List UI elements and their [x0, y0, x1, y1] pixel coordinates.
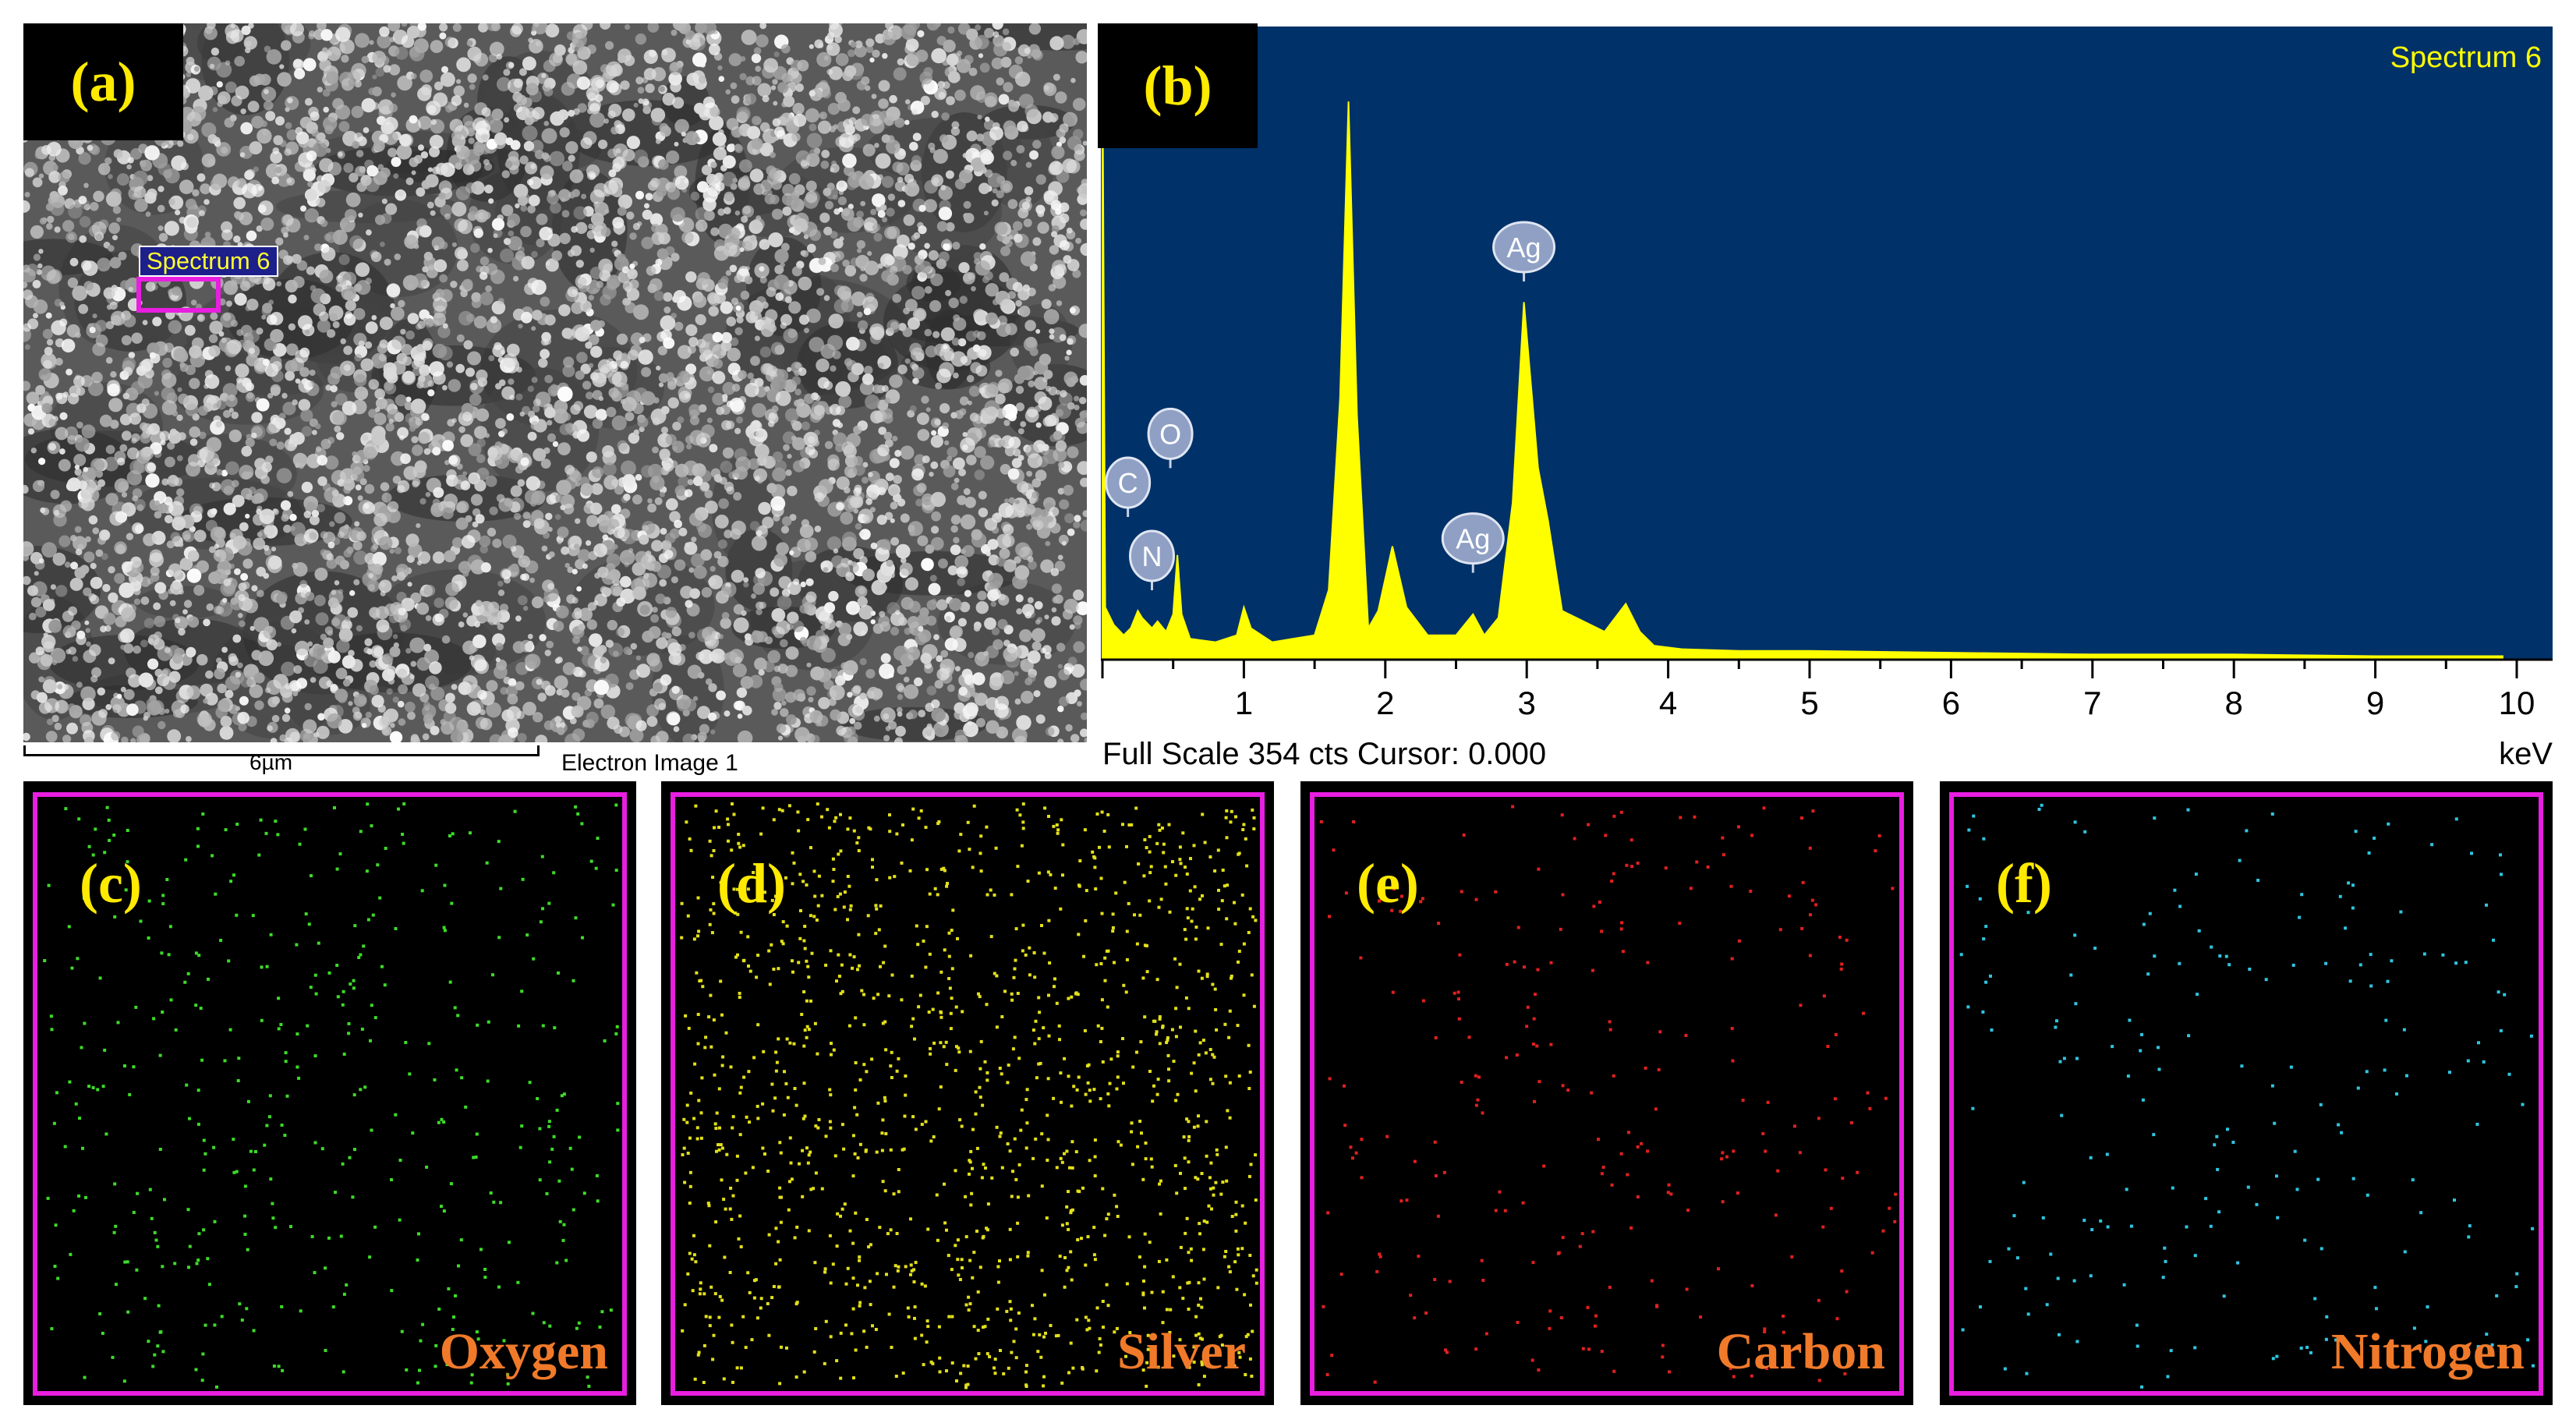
panel-label-f: (f): [1996, 852, 2052, 915]
peak-label-text: Ag: [1507, 232, 1541, 264]
element-label-oxygen: Oxygen: [439, 1323, 608, 1380]
panel-label-b: (b): [1098, 23, 1258, 148]
x-tick-label: 5: [1800, 685, 1818, 721]
silver-dot-map: [680, 802, 1258, 1389]
x-tick-label: 6: [1942, 685, 1960, 721]
element-label-carbon: Carbon: [1716, 1323, 1885, 1380]
carbon-map-panel: (e) Carbon: [1300, 781, 1913, 1405]
panel-label-d: (d): [717, 852, 786, 915]
chart-background: [1101, 27, 2553, 660]
oxygen-dot-map: [43, 802, 620, 1389]
eds-spectrum-panel: 1 2 3 4 5 6 7 8 9 10 C N O Ag Ag Spectrum 6 Full Scal…: [1098, 23, 2556, 776]
peak-label-text: O: [1159, 418, 1181, 450]
x-tick-label: 8: [2225, 685, 2243, 721]
peak-labels: C N O Ag Ag: [1105, 221, 1556, 590]
map-frame: [1949, 792, 2543, 1396]
spectrum-region-box: [136, 277, 221, 313]
carbon-dot-map: [1319, 805, 1898, 1384]
x-tick-label: 3: [1518, 685, 1536, 721]
sem-footer: 6µm Electron Image 1: [23, 742, 1087, 776]
map-frame: [33, 792, 627, 1396]
silver-map-panel: (d) Silver: [661, 781, 1274, 1405]
x-tick-label: 1: [1235, 685, 1253, 721]
panel-label-c: (c): [80, 852, 142, 915]
eds-spectrum-chart: 1 2 3 4 5 6 7 8 9 10 C N O Ag Ag Spectrum 6 Full Scal…: [1101, 27, 2553, 771]
panel-label-e: (e): [1357, 852, 1419, 915]
peak-label: O: [1147, 407, 1194, 469]
element-label-silver: Silver: [1117, 1323, 1246, 1380]
peak-label: Ag: [1492, 221, 1556, 281]
peak-label: Ag: [1441, 512, 1505, 573]
nitrogen-map-panel: (f) Nitrogen: [1940, 781, 2553, 1405]
spectrum-series: [1102, 41, 2503, 660]
x-tick-label: 7: [2083, 685, 2101, 721]
sem-image-panel: (a) Spectrum 6: [23, 23, 1087, 742]
scale-bar: [23, 745, 540, 756]
x-axis-ticks: 1 2 3 4 5 6 7 8 9 10: [1101, 660, 2535, 721]
peak-label: C: [1105, 456, 1152, 518]
sem-micrograph: [23, 23, 1087, 742]
x-tick-label: 9: [2366, 685, 2384, 721]
peak-label-text: C: [1118, 467, 1138, 499]
panel-label-a: (a): [23, 23, 183, 140]
spectrum-name: Spectrum 6: [2390, 41, 2542, 74]
map-frame: [1310, 792, 1904, 1396]
oxygen-map-panel: (c) Oxygen: [23, 781, 636, 1405]
element-label-nitrogen: Nitrogen: [2330, 1323, 2525, 1380]
nitrogen-dot-map: [1959, 803, 2535, 1389]
x-axis-unit: keV: [2499, 737, 2553, 771]
map-frame: [671, 792, 1265, 1396]
peak-label: N: [1128, 529, 1175, 590]
electron-image-label: Electron Image 1: [561, 750, 738, 776]
x-tick-label: 4: [1659, 685, 1677, 721]
x-tick-label: 2: [1376, 685, 1394, 721]
peak-label-text: N: [1141, 540, 1162, 572]
x-tick-label: 10: [2499, 685, 2535, 721]
peak-label-text: Ag: [1456, 523, 1490, 555]
chart-footer: Full Scale 354 cts Cursor: 0.000: [1102, 737, 1546, 771]
spectrum-region-label: Spectrum 6: [139, 246, 278, 277]
scale-bar-label: 6µm: [249, 750, 293, 774]
